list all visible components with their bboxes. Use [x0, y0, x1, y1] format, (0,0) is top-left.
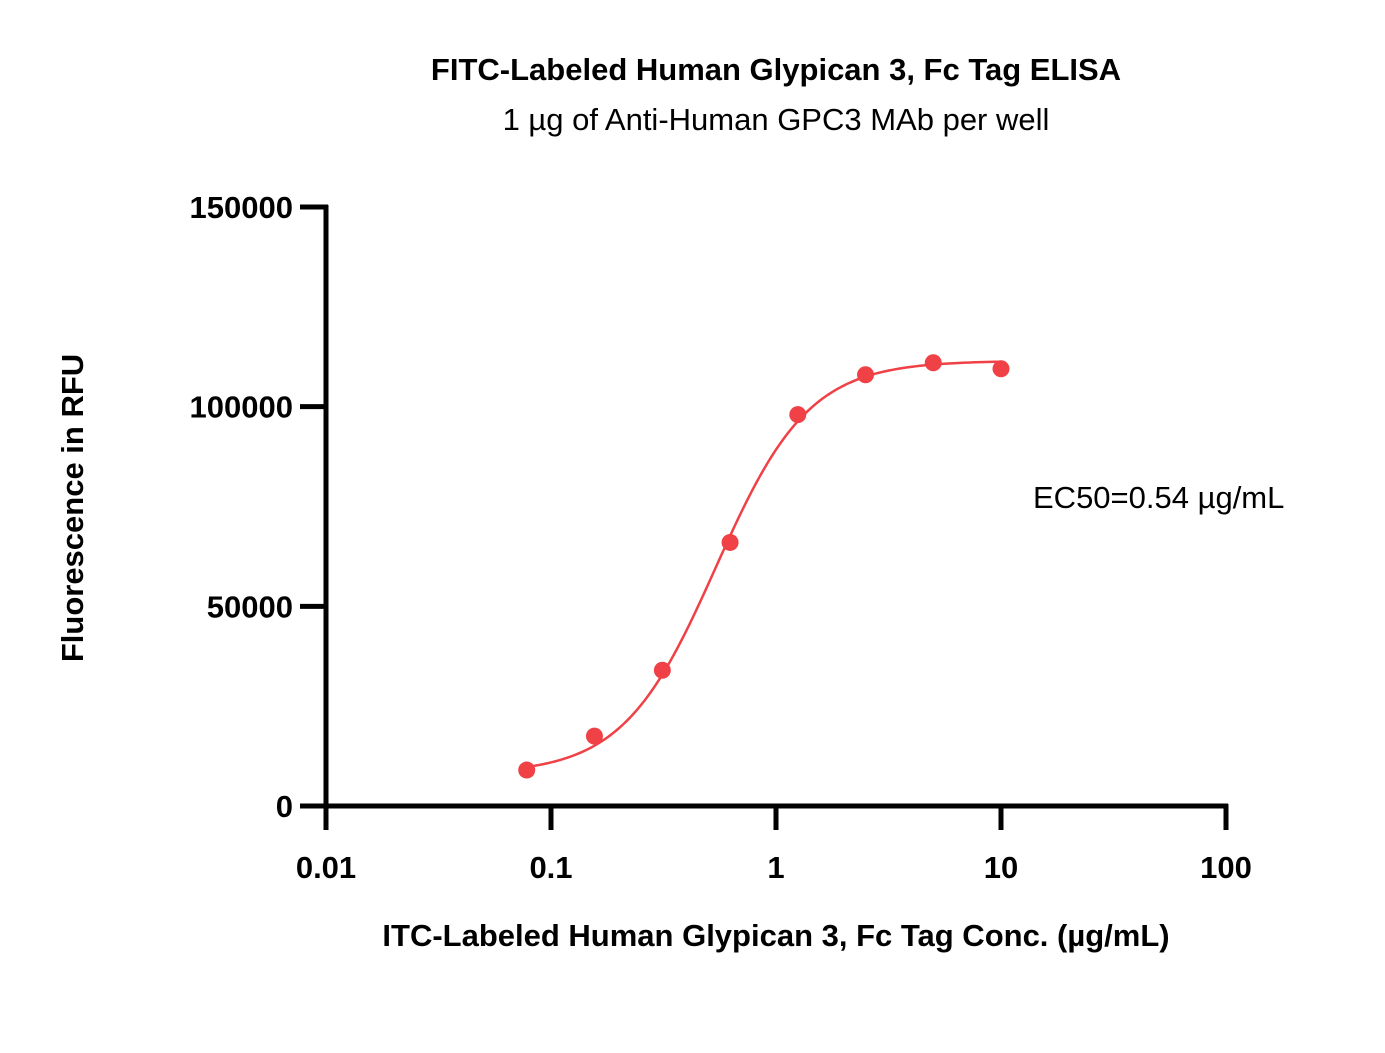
y-ticks: 0 50000 100000 150000	[190, 190, 328, 824]
chart-title: FITC-Labeled Human Glypican 3, Fc Tag EL…	[431, 52, 1121, 87]
x-axis-title: ITC-Labeled Human Glypican 3, Fc Tag Con…	[382, 918, 1169, 953]
x-tick-label: 0.01	[296, 850, 356, 885]
fit-curve	[526, 360, 1002, 769]
x-ticks: 0.01 0.1 1 10 100	[296, 804, 1252, 885]
data-point	[857, 366, 875, 384]
x-tick-label: 100	[1200, 850, 1252, 885]
y-tick-label: 50000	[207, 589, 293, 624]
y-tick-label: 150000	[190, 190, 293, 225]
data-points	[518, 354, 1010, 779]
data-point	[721, 533, 739, 551]
x-tick-label: 1	[767, 850, 784, 885]
data-point	[585, 727, 603, 745]
x-tick-label: 10	[984, 850, 1018, 885]
y-axis-title: Fluorescence in RFU	[55, 354, 90, 662]
data-point	[924, 354, 942, 372]
data-point	[789, 406, 807, 424]
data-point	[992, 360, 1010, 378]
data-point	[518, 761, 536, 779]
ec50-annotation: EC50=0.54 µg/mL	[1033, 480, 1284, 515]
y-tick-label: 100000	[190, 390, 293, 425]
x-tick-label: 0.1	[529, 850, 572, 885]
fit-curve-group	[526, 360, 1002, 769]
data-point	[653, 661, 671, 679]
y-tick-label: 0	[276, 789, 293, 824]
chart-subtitle: 1 µg of Anti-Human GPC3 MAb per well	[503, 102, 1050, 137]
